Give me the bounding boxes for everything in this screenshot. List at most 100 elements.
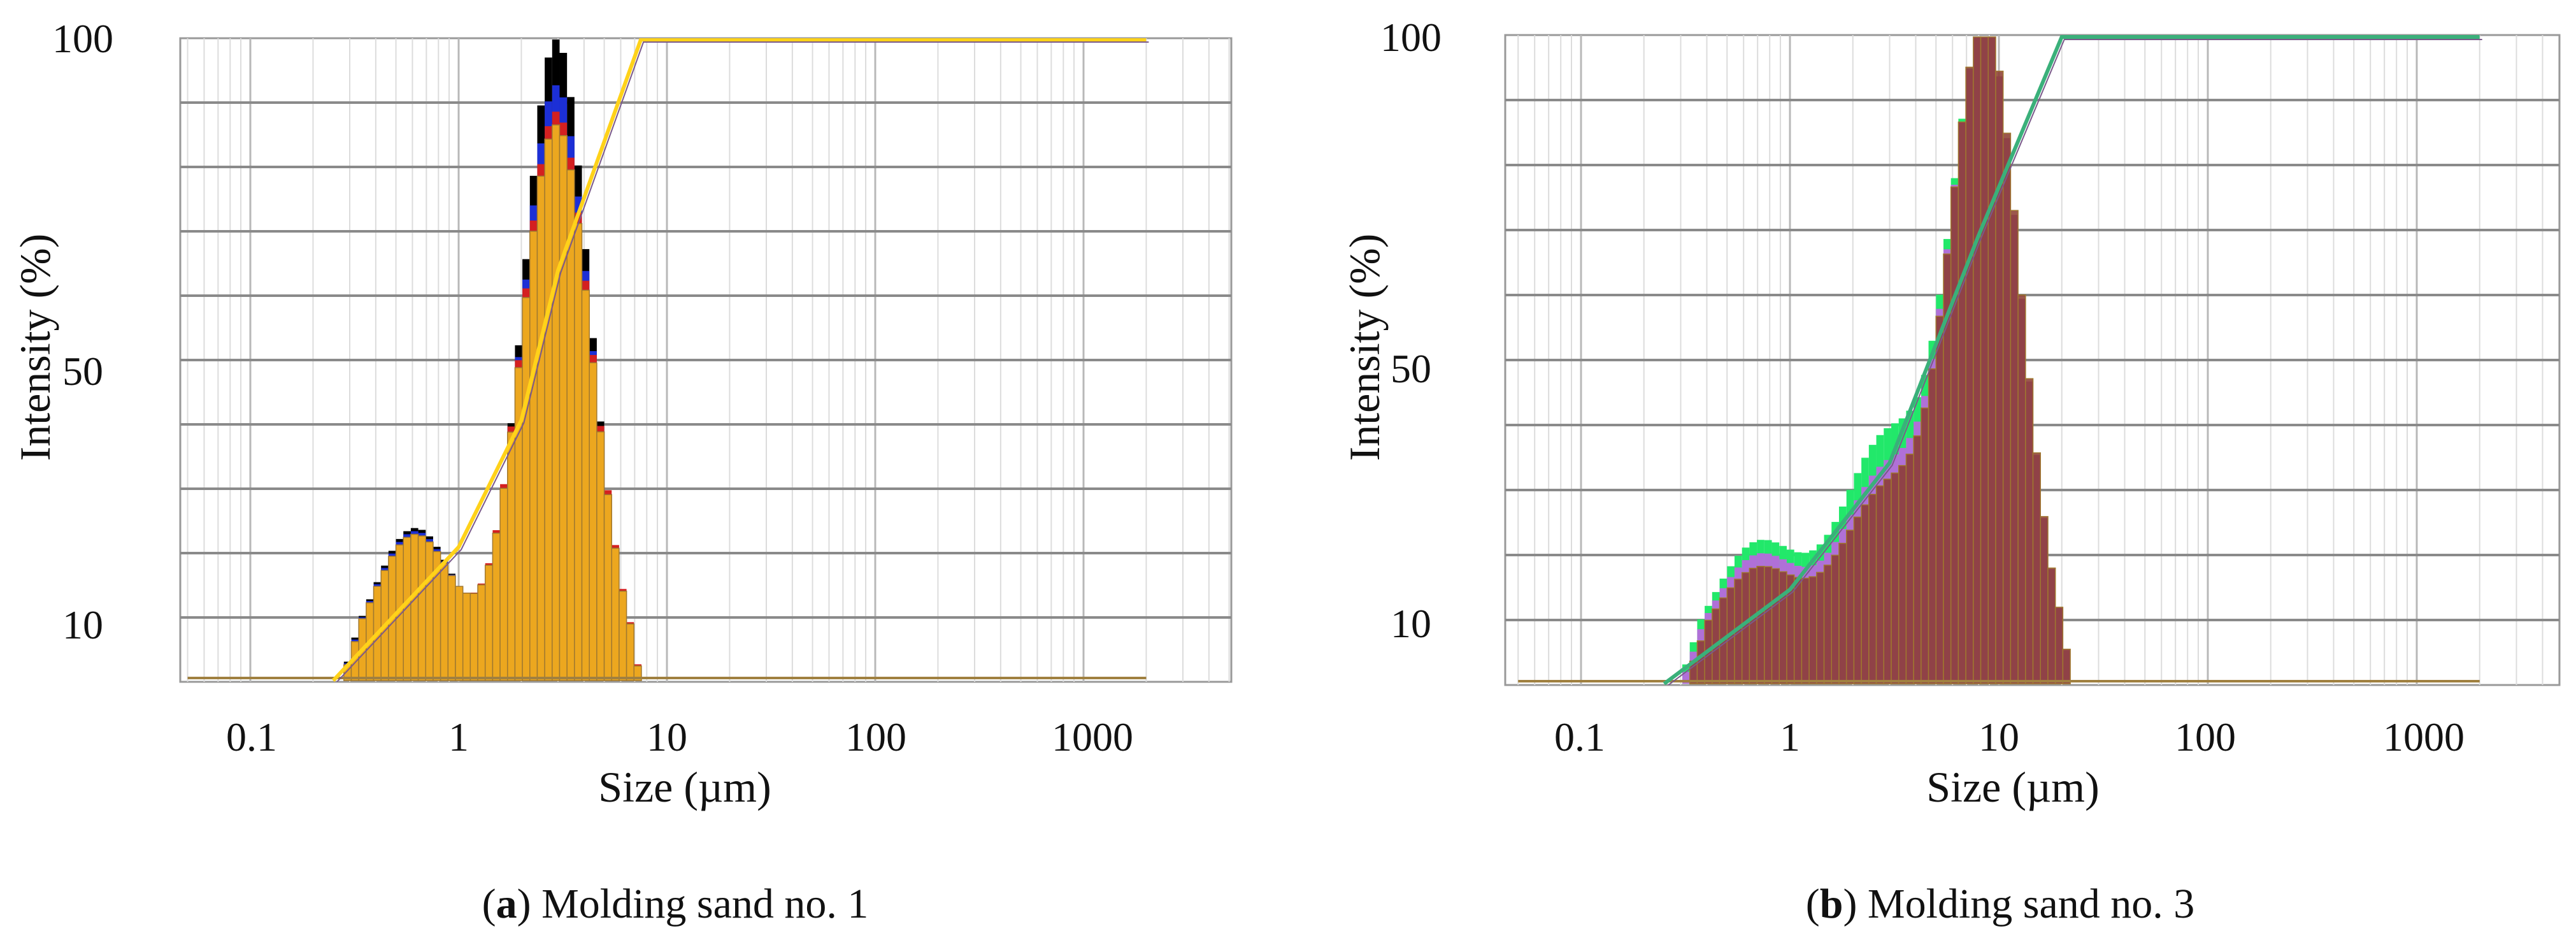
bar-yellow	[633, 665, 642, 681]
bar-brown	[1778, 571, 1787, 684]
bar-yellow	[522, 297, 531, 681]
bar-yellow	[440, 563, 449, 681]
chart-b: 100 50 10 0.1 1 10 100 1000 Size (µm) In…	[1340, 15, 2561, 927]
bar-brown	[1875, 485, 1885, 684]
y-tick-a-10: 10	[62, 602, 103, 647]
x-tick-a-1: 1	[448, 714, 469, 760]
caption-a: (a) Molding sand no. 1	[482, 881, 869, 927]
caption-a-text: Molding sand no. 1	[541, 881, 868, 927]
y-tick-b-10: 10	[1391, 601, 1431, 646]
y-axis-label-b: Intensity (%)	[1340, 234, 1389, 461]
bar-yellow	[536, 175, 545, 681]
bar-brown	[1845, 530, 1855, 684]
bar-yellow	[425, 541, 434, 681]
bar-yellow	[506, 431, 516, 681]
bar-brown	[2025, 378, 2034, 684]
bar-yellow	[499, 487, 508, 681]
series-brown	[1689, 36, 2071, 684]
x-tick-b-100: 100	[2175, 714, 2236, 760]
caption-b: (b) Molding sand no. 3	[1806, 881, 2195, 927]
bar-brown	[1921, 407, 1929, 684]
bar-brown	[1771, 568, 1780, 684]
bar-violet	[1682, 672, 1690, 684]
bar-yellow	[477, 584, 486, 681]
cumulative-curve-shadow	[1667, 39, 2482, 685]
bar-brown	[2040, 516, 2049, 684]
bar-brown	[2032, 452, 2042, 684]
bar-brown	[1868, 494, 1877, 684]
bar-brown	[1987, 36, 1996, 684]
curves-a	[187, 38, 1149, 682]
caption-b-letter: b	[1820, 881, 1843, 927]
bar-brown	[1980, 36, 1989, 684]
x-tick-b-0.1: 0.1	[1554, 714, 1605, 760]
bar-yellow	[492, 532, 501, 681]
bar-brown	[1741, 572, 1750, 684]
cumulative-curve	[1663, 35, 2480, 685]
bar-yellow	[544, 138, 553, 681]
chart-a: 100 50 10 0.1 1 10 100 1000 Size (µm) In…	[11, 16, 1233, 927]
bar-brown	[2002, 133, 2012, 684]
bar-brown	[1853, 516, 1862, 684]
curves-b	[1518, 35, 2482, 685]
bar-yellow	[462, 593, 471, 681]
bar-brown	[2054, 607, 2064, 684]
x-axis-label-b: Size (µm)	[1926, 763, 2099, 811]
bar-yellow	[596, 431, 605, 681]
bars-b	[1682, 36, 2071, 684]
bar-brown	[1823, 565, 1833, 684]
y-tick-b-100: 100	[1380, 15, 1442, 60]
x-tick-a-1000: 1000	[1052, 714, 1133, 760]
bar-yellow	[611, 547, 620, 681]
bar-brown	[1756, 566, 1765, 684]
x-tick-a-0.1: 0.1	[226, 714, 277, 760]
bar-yellow	[447, 575, 456, 681]
bar-brown	[1883, 479, 1892, 684]
x-tick-b-10: 10	[1979, 714, 2019, 760]
bar-brown	[1816, 572, 1825, 684]
bar-yellow	[529, 231, 538, 681]
bar-brown	[1764, 566, 1773, 684]
series-yellow	[343, 124, 642, 681]
y-tick-b-50: 50	[1391, 346, 1431, 391]
bar-yellow	[410, 533, 419, 681]
grid-a	[180, 38, 1231, 682]
bar-yellow	[484, 565, 494, 681]
bar-brown	[1838, 542, 1847, 684]
bar-brown	[1898, 465, 1907, 684]
x-tick-b-1: 1	[1780, 714, 1800, 760]
bar-yellow	[589, 362, 597, 681]
bar-brown	[1749, 568, 1757, 684]
bar-brown	[1965, 66, 1974, 684]
bar-brown	[1891, 472, 1900, 684]
x-axis-label-a: Size (µm)	[598, 763, 771, 811]
y-tick-a-100: 100	[52, 16, 113, 61]
bar-brown	[1995, 70, 2004, 684]
bar-brown	[2047, 567, 2056, 684]
bar-brown	[1957, 121, 1966, 684]
cumulative-curve-shadow	[336, 41, 1149, 682]
bar-yellow	[552, 124, 561, 681]
bar-brown	[1935, 315, 1944, 684]
x-tick-a-10: 10	[647, 714, 687, 760]
x-tick-b-1000: 1000	[2383, 714, 2465, 760]
bar-yellow	[469, 593, 478, 681]
bar-brown	[1950, 186, 1959, 684]
bar-brown	[2062, 649, 2071, 684]
bar-yellow	[574, 223, 583, 681]
bar-yellow	[619, 590, 627, 681]
bar-brown	[1928, 368, 1937, 684]
y-axis-label-a: Intensity (%)	[11, 234, 59, 461]
bar-brown	[2010, 210, 2019, 684]
caption-b-text: Molding sand no. 3	[1868, 881, 2194, 927]
bar-brown	[1905, 453, 1914, 684]
bar-brown	[2017, 294, 2026, 684]
bar-yellow	[403, 537, 411, 681]
bar-yellow	[581, 289, 590, 681]
bar-brown	[1913, 435, 1922, 684]
bar-brown	[1793, 577, 1803, 684]
bar-brown	[1801, 577, 1810, 684]
bar-brown	[1831, 554, 1840, 684]
bar-brown	[1808, 576, 1817, 684]
